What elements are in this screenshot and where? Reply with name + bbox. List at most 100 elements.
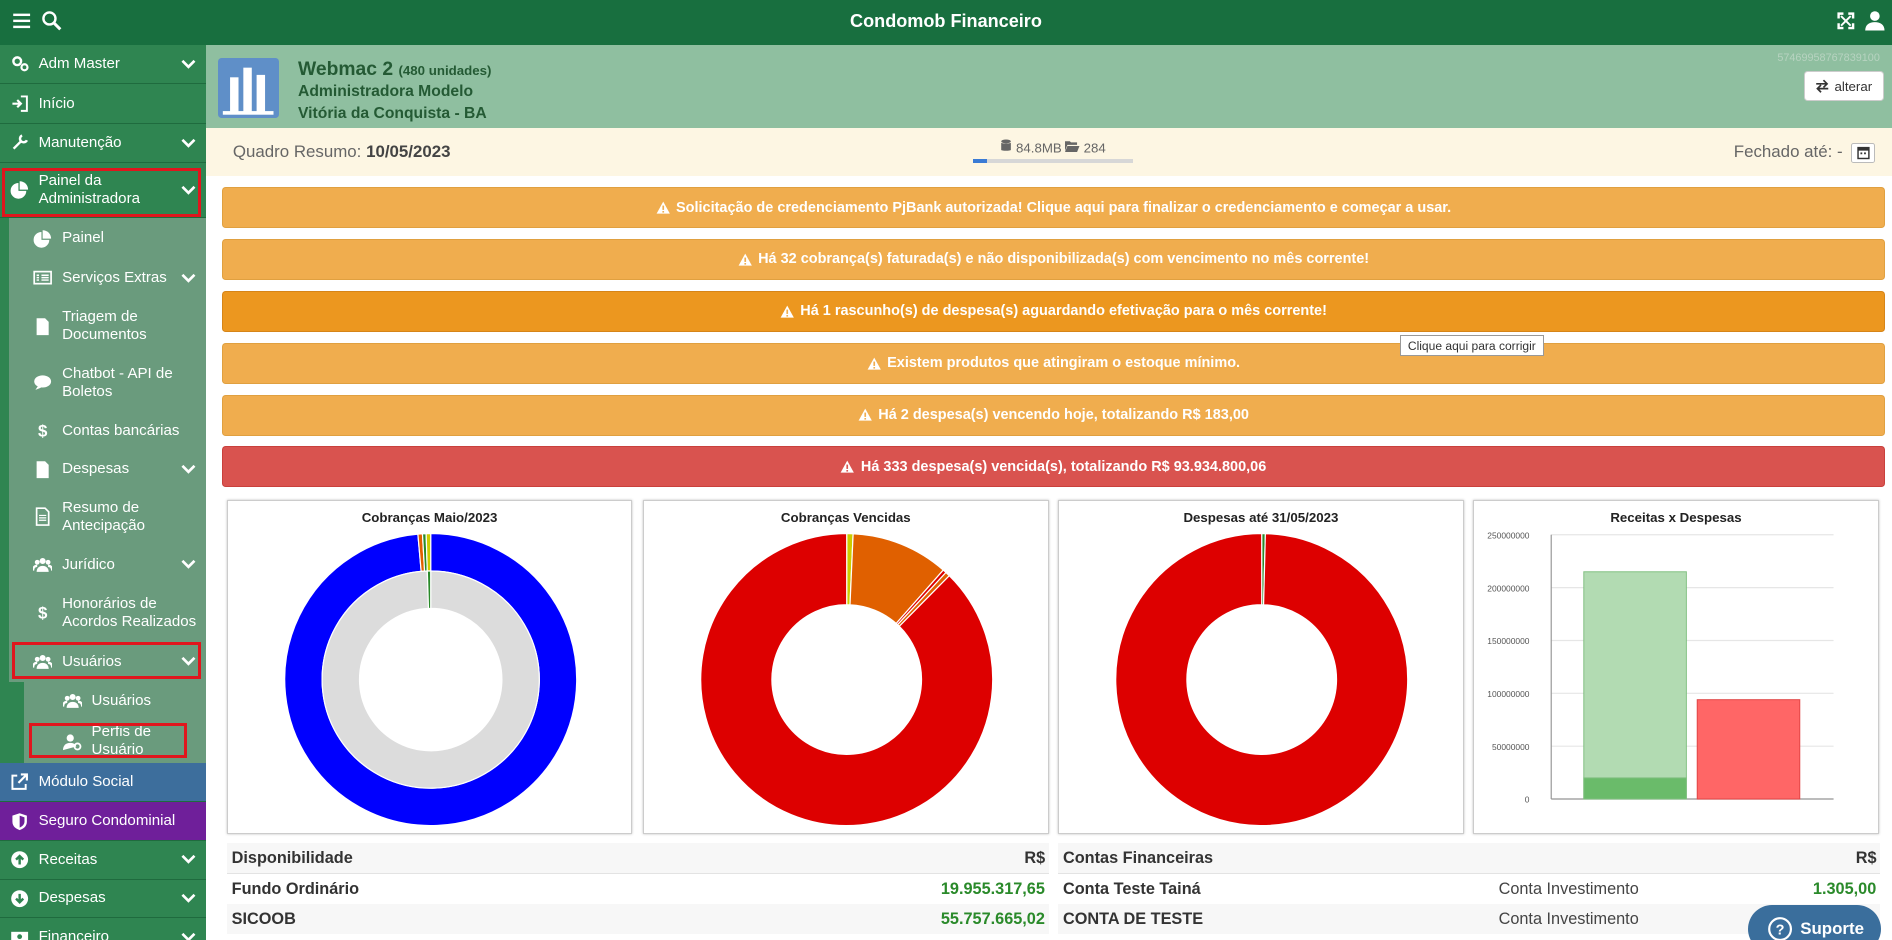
pie-slice[interactable] [321, 569, 540, 789]
table-row-type: Conta Investimento [1498, 879, 1639, 898]
warning-icon [780, 305, 794, 318]
sidebar-item-5[interactable]: Serviços Extras [0, 258, 207, 299]
chevron-down-icon[interactable] [180, 851, 197, 868]
chat-icon [34, 375, 52, 391]
chart-title: Receitas x Despesas [1610, 510, 1742, 526]
sidebar-item-20[interactable]: Financeiro [0, 918, 207, 940]
chart-title: Despesas até 31/05/2023 [1183, 510, 1339, 526]
alert-banner[interactable]: Existem produtos que atingiram o estoque… [222, 342, 1885, 384]
sidebar-item-11[interactable]: Jurídico [0, 545, 207, 584]
pie-slice[interactable] [700, 532, 994, 826]
sidebar-item-15[interactable]: Perfis de Usuário [0, 720, 207, 763]
sidebar-item-6[interactable]: Triagem de Documentos [0, 298, 207, 355]
sidebar-item-7[interactable]: Chatbot - API de Boletos [0, 354, 207, 412]
table-row-name[interactable]: SICOOB [231, 909, 296, 928]
alert-banner[interactable]: Há 2 despesa(s) vencendo hoje, totalizan… [222, 394, 1885, 436]
sidebar-item-label: Painel [62, 229, 104, 247]
chevron-down-icon[interactable] [180, 135, 197, 152]
sidebar-item-17[interactable]: Seguro Condominial [0, 802, 207, 841]
condo-header: Webmac 2 (480 unidades) Administradora M… [206, 44, 1892, 128]
chart-despesas: Despesas até 31/05/2023 [1058, 499, 1464, 834]
sidebar-item-10[interactable]: Resumo de Antecipação [0, 488, 207, 546]
search-icon[interactable] [41, 10, 63, 32]
sidebar-item-16[interactable]: Módulo Social [0, 762, 207, 803]
disponibilidade-currency: R$ [1024, 849, 1046, 868]
table-row-name[interactable]: Conta Teste Tainá [1063, 879, 1201, 898]
top-bar: Condomob Financeiro [0, 0, 1892, 45]
sidebar-item-2[interactable]: Manutenção [0, 124, 207, 163]
sidebar-item-14[interactable]: Usuários [0, 681, 207, 721]
tooltip: Clique aqui para corrigir [1399, 335, 1545, 357]
chevron-down-icon[interactable] [180, 182, 197, 199]
file-icon [36, 460, 49, 478]
chevron-down-icon[interactable] [180, 556, 197, 573]
warning-icon [738, 253, 752, 266]
alert-banner[interactable]: Há 32 cobrança(s) faturada(s) e não disp… [222, 238, 1885, 280]
list-icon [33, 271, 53, 285]
users-icon [62, 694, 82, 709]
chevron-down-icon[interactable] [180, 653, 197, 670]
sidebar-item-label: Triagem de Documentos [62, 308, 147, 344]
sidebar-item-3[interactable]: Painel da Administradora [0, 162, 207, 219]
pie-slice[interactable] [1115, 532, 1409, 826]
sidebar-item-label: Resumo de Antecipação [62, 498, 146, 534]
pie-slice[interactable] [426, 569, 432, 609]
chevron-down-icon[interactable] [180, 890, 197, 907]
chevron-down-icon[interactable] [180, 270, 197, 287]
suporte-button[interactable]: ? Suporte [1748, 904, 1882, 940]
user-icon[interactable] [1864, 10, 1886, 32]
chevron-down-icon[interactable] [180, 56, 197, 73]
arrow-up-circle-icon [10, 851, 28, 869]
warning-icon [841, 460, 855, 473]
sidebar-item-1[interactable]: Início [0, 84, 207, 125]
pie-slice[interactable] [425, 532, 432, 572]
calendar-button[interactable] [1850, 142, 1876, 164]
wrench-icon [12, 134, 28, 150]
sidebar-item-12[interactable]: $ Honorários de Acordos Realizados [0, 583, 207, 642]
alterar-button[interactable]: alterar [1803, 71, 1884, 102]
sidebar-item-label: Início [38, 94, 75, 112]
sidebar-item-9[interactable]: Despesas [0, 450, 207, 489]
alert-banner[interactable]: Há 333 despesa(s) vencida(s), totalizand… [222, 446, 1885, 488]
sidebar-item-label: Receitas [38, 850, 98, 868]
chart-title: Cobranças Vencidas [780, 510, 911, 526]
external-link-icon [11, 773, 28, 791]
table-row-name[interactable]: Fundo Ordinário [231, 879, 360, 898]
menu-icon[interactable] [12, 10, 34, 32]
svg-text:$: $ [38, 422, 48, 441]
chevron-down-icon[interactable] [180, 461, 197, 478]
sidebar-item-4[interactable]: Painel [0, 218, 207, 259]
svg-text:$: $ [38, 604, 48, 623]
alert-banner[interactable]: Solicitação de credenciamento PjBank aut… [222, 187, 1885, 229]
sidebar-item-8[interactable]: $ Contas bancárias [0, 411, 207, 451]
y-tick-label: 250000000 [1488, 530, 1531, 540]
bar-receitas-previstas[interactable] [1583, 570, 1688, 800]
dollar-icon: $ [38, 422, 48, 441]
bar-receitas-realizadas[interactable] [1583, 776, 1688, 800]
condo-name[interactable]: Webmac 2 (480 unidades) [298, 59, 492, 81]
chart-receitas-despesas: Receitas x Despesas 250000000 200000000 15… [1473, 499, 1879, 834]
sidebar-item-13[interactable]: Usuários [0, 641, 207, 682]
table-row-value: 19.955.317,65 [940, 879, 1045, 898]
sidebar-item-18[interactable]: Receitas [0, 840, 207, 880]
sidebar-item-label: Despesas [38, 889, 106, 907]
chevron-down-icon[interactable] [180, 929, 197, 940]
sidebar-item-label: Chatbot - API de Boletos [62, 364, 173, 401]
sidebar-item-19[interactable]: Despesas [0, 879, 207, 919]
sidebar-item-label: Usuários [91, 691, 152, 709]
disponibilidade-header: Disponibilidade [231, 849, 353, 868]
table-row-name[interactable]: CONTA DE TESTE [1063, 909, 1204, 928]
file-icon [36, 317, 49, 335]
sidebar-item-label: Módulo Social [38, 772, 134, 790]
sidebar-item-label: Adm Master [38, 55, 120, 72]
sidebar-item-label: Serviços Extras [62, 269, 167, 287]
fullscreen-icon[interactable] [1835, 10, 1857, 32]
arrow-down-circle-icon [10, 889, 28, 907]
bar-despesas[interactable] [1696, 698, 1801, 800]
contas-header: Contas Financeiras [1063, 849, 1214, 868]
sidebar-item-0[interactable]: Adm Master [0, 44, 207, 85]
storage-info: 84.8MB 284 [1000, 139, 1106, 155]
alert-banner[interactable]: Há 1 rascunho(s) de despesa(s) aguardand… [222, 290, 1885, 332]
sidebar-item-label: Honorários de Acordos Realizados [62, 594, 197, 630]
shield-icon [12, 812, 27, 830]
